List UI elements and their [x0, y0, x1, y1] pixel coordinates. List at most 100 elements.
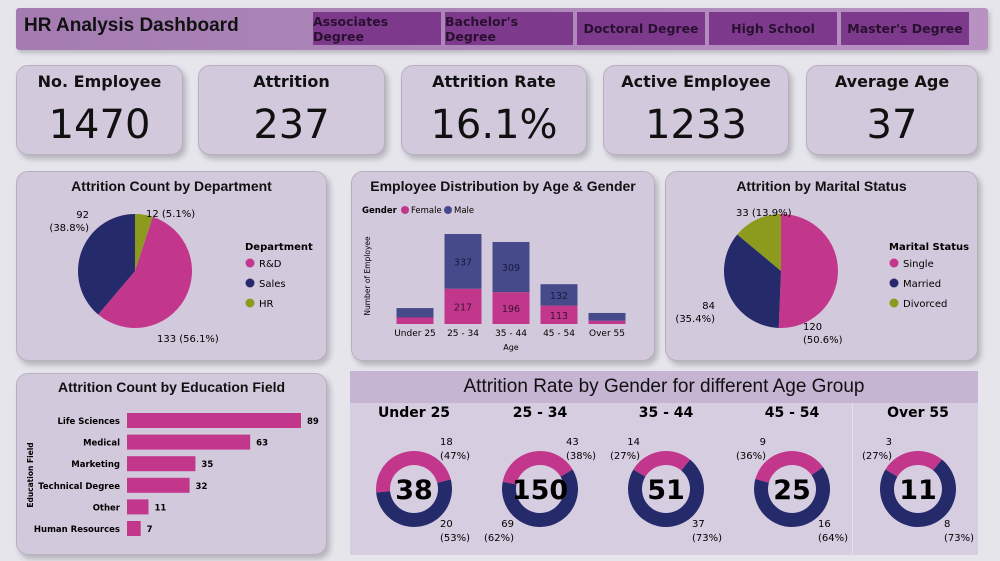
kpi-attrition: Attrition 237: [198, 65, 385, 155]
legend-title: Gender: [362, 206, 398, 216]
bar-male: [540, 284, 578, 306]
kpi-value: 1233: [645, 102, 747, 148]
legend-label: Married: [903, 279, 941, 290]
filter-associates-degree[interactable]: Associates Degree: [313, 12, 441, 45]
legend-label: Male: [454, 206, 474, 216]
bar: [127, 434, 251, 450]
slice-label: (50.6%): [803, 335, 843, 346]
donut-total: 25: [773, 475, 811, 506]
pie-slice-rd: [98, 216, 192, 328]
legend-marker: [245, 298, 255, 308]
donut-slice-female: [885, 450, 942, 477]
kpi-average-age: Average Age 37: [806, 65, 978, 155]
slice-label: 84: [702, 301, 715, 312]
bar-label: 32: [196, 482, 208, 492]
slice-label: 12 (5.1%): [146, 209, 195, 220]
bar: [127, 521, 141, 536]
kpi-value: 16.1%: [430, 102, 558, 148]
pie-slice-hr: [135, 214, 153, 271]
header-bar: HR Analysis Dashboard Associates Degree …: [16, 8, 988, 50]
chart-title: Attrition Rate by Gender for different A…: [350, 371, 978, 403]
male-count-label: 8: [944, 519, 950, 530]
bar-label: 7: [147, 525, 153, 535]
female-pct-label: (36%): [736, 451, 766, 462]
y-tick-label: Medical: [83, 439, 120, 449]
education-bar-chart: Education Field Life Sciences 89 Medical 63 M…: [26, 413, 319, 536]
age-gender-bar-chart: Gender Female Male Number of Employee Under …: [362, 206, 626, 352]
female-pct-label: (27%): [610, 451, 640, 462]
kpi-value: 1470: [48, 102, 151, 148]
education-chart-card: Attrition Count by Education Field Educa…: [16, 373, 327, 555]
donut-slice-male: [376, 479, 452, 527]
kpi-attrition-rate: Attrition Rate 16.1%: [401, 65, 587, 155]
donut-slice-female: [502, 451, 573, 485]
bar: [127, 456, 196, 472]
pie-slice-single: [778, 214, 838, 328]
legend-label: HR: [259, 299, 274, 310]
male-pct-label: (73%): [692, 533, 722, 544]
kpi-value: 237: [253, 102, 330, 148]
bar-male: [396, 308, 434, 318]
kpi-label: Attrition Rate: [432, 72, 556, 91]
bar-label: 309: [502, 263, 520, 274]
x-tick-label: 35 - 44: [495, 329, 527, 339]
kpi-value: 37: [866, 102, 918, 148]
legend-label: Divorced: [903, 299, 947, 310]
bar-label: 337: [454, 257, 472, 268]
bar: [127, 413, 301, 428]
department-chart-card: Attrition Count by Department 12 (5.1%) 1…: [16, 171, 327, 361]
donut-title: Over 55: [887, 405, 949, 421]
legend-title: Marital Status: [889, 242, 969, 253]
legend-label: R&D: [259, 259, 282, 270]
filter-doctoral-degree[interactable]: Doctoral Degree: [577, 12, 705, 45]
donut-slice-female: [376, 450, 451, 493]
age-gender-chart-card: Employee Distribution by Age & Gender Ge…: [351, 171, 655, 361]
legend-marker: [889, 258, 899, 268]
slice-label: (38.8%): [49, 223, 89, 234]
y-tick-label: Human Resources: [34, 525, 120, 535]
legend-label: Sales: [259, 279, 286, 290]
male-pct-label: (73%): [944, 533, 974, 544]
donut-slice-female: [633, 451, 691, 477]
bar-male: [444, 234, 482, 289]
donut-total: 11: [899, 475, 937, 506]
divider: [852, 403, 853, 555]
bar: [127, 477, 190, 493]
chart-title: Attrition Count by Education Field: [57, 379, 286, 395]
x-tick-label: 45 - 54: [543, 329, 575, 339]
kpi-label: Active Employee: [621, 72, 771, 91]
marital-pie-chart: 120 (50.6%) 84 (35.4%) 33 (13.9%) Marital Sta…: [675, 208, 969, 346]
x-axis-label: Age: [503, 343, 519, 352]
donut-total: 150: [512, 475, 568, 506]
legend-marker: [889, 298, 899, 308]
male-pct-label: (53%): [440, 533, 470, 544]
filter-masters-degree[interactable]: Master's Degree: [841, 12, 969, 45]
y-axis-label: Education Field: [26, 442, 35, 507]
bar-female: [444, 288, 482, 324]
legend-marker-female: [401, 206, 409, 214]
bar-label: 113: [550, 311, 568, 322]
slice-label: 92: [76, 210, 89, 221]
bar-label: 11: [155, 503, 167, 513]
bar-female: [588, 320, 626, 324]
female-pct-label: (47%): [440, 451, 470, 462]
donut-slice-female: [755, 451, 824, 483]
filter-bachelors-degree[interactable]: Bachelor's Degree: [445, 12, 573, 45]
legend-marker: [889, 278, 899, 288]
department-pie-chart: 12 (5.1%) 133 (56.1%) 92 (38.8%) Department R…: [49, 209, 313, 345]
slice-label: 133 (56.1%): [157, 334, 219, 345]
y-tick-label: Marketing: [71, 460, 120, 470]
bar-female: [540, 305, 578, 324]
legend-label: Female: [411, 206, 442, 216]
kpi-label: Attrition: [253, 72, 330, 91]
filter-high-school[interactable]: High School: [709, 12, 837, 45]
bar-label: 217: [454, 302, 472, 313]
donut-slice-male: [502, 469, 578, 527]
bar-label: 132: [550, 291, 568, 302]
female-count-label: 3: [886, 437, 892, 448]
female-count-label: 18: [440, 437, 453, 448]
donut-slice-male: [628, 459, 704, 527]
bar-female: [492, 292, 530, 324]
female-pct-label: (38%): [566, 451, 596, 462]
bar-male: [492, 241, 530, 293]
